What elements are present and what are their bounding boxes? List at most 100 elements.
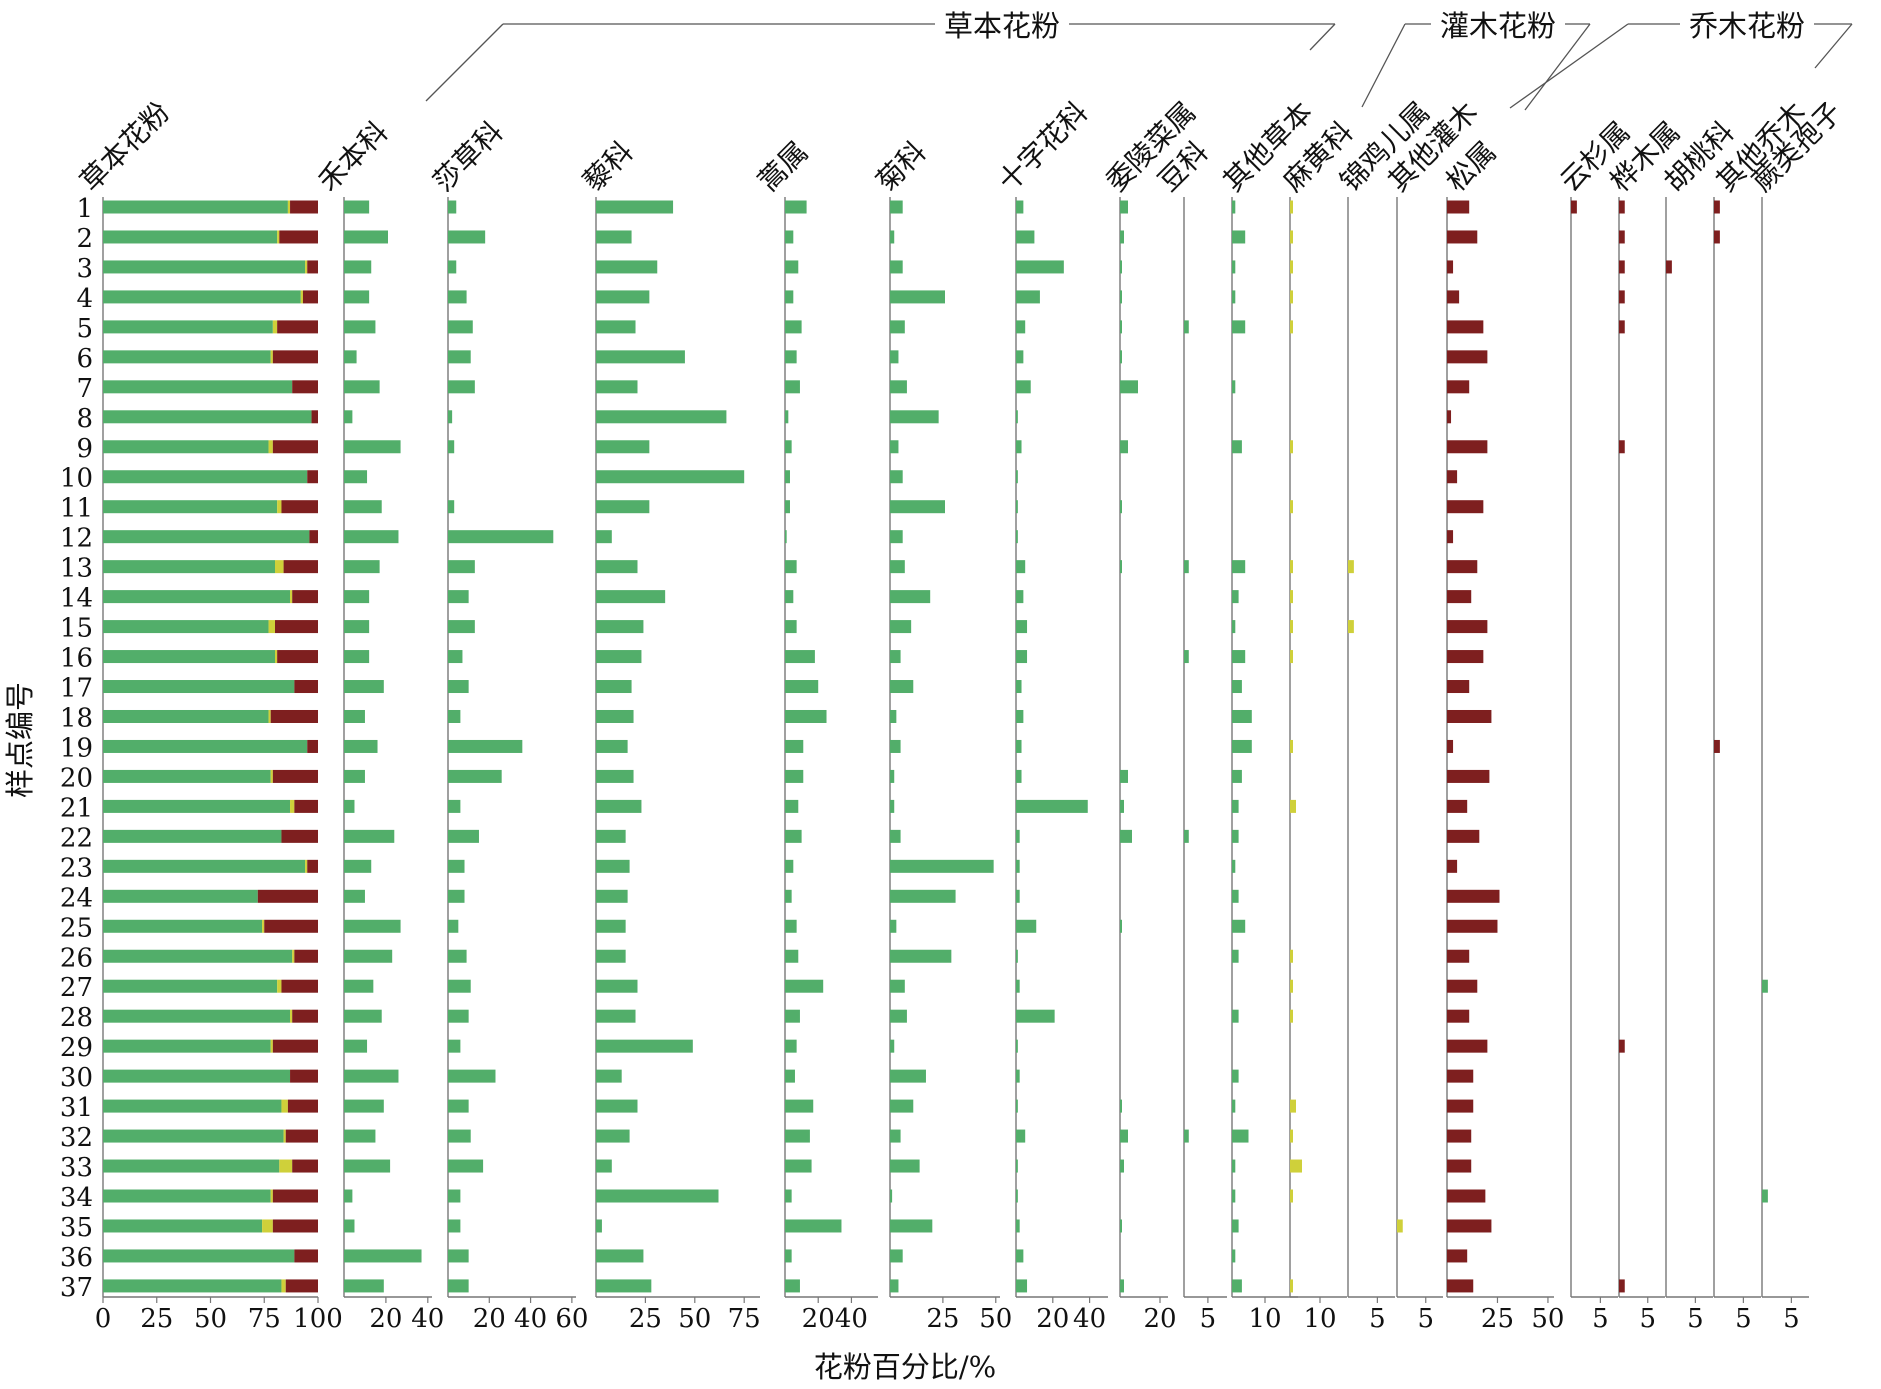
- bar-segment: [279, 1159, 293, 1173]
- sample-label: 25: [60, 913, 93, 943]
- bar: [890, 949, 952, 963]
- sample-label: 33: [60, 1153, 93, 1183]
- bar-segment: [103, 650, 275, 664]
- bar: [785, 1069, 795, 1083]
- bar: [448, 949, 467, 963]
- bar: [1016, 1069, 1020, 1083]
- bar: [448, 650, 463, 664]
- bar: [1120, 290, 1122, 304]
- bar-segment: [268, 620, 275, 634]
- bar: [596, 1069, 622, 1083]
- bar: [448, 1039, 461, 1053]
- bar: [1016, 1129, 1026, 1143]
- group-bracket-line: [1814, 23, 1853, 69]
- x-tick-label: 10: [1248, 1304, 1281, 1334]
- bar: [1447, 769, 1490, 783]
- panel: 5: [1665, 197, 1713, 1334]
- bar: [344, 799, 355, 813]
- bar: [1290, 949, 1293, 963]
- bar-segment: [307, 260, 318, 274]
- bar-segment: [307, 739, 318, 753]
- x-tick-label: 5: [1592, 1304, 1609, 1334]
- bar: [344, 1189, 353, 1203]
- bar: [448, 1159, 484, 1173]
- bar: [596, 979, 638, 993]
- panel: 10: [1231, 197, 1298, 1334]
- bar: [596, 260, 658, 274]
- bar: [448, 1009, 469, 1023]
- bar: [596, 1159, 612, 1173]
- bar: [1232, 1099, 1236, 1113]
- bar-segment: [272, 440, 318, 454]
- bar: [890, 859, 994, 873]
- bar-segment: [103, 1009, 291, 1023]
- bar: [448, 859, 465, 873]
- bar-segment: [285, 1279, 318, 1293]
- bar: [1232, 680, 1242, 694]
- bar: [596, 560, 638, 574]
- bar-segment: [103, 769, 271, 783]
- bar: [448, 200, 457, 214]
- bar-segment: [307, 859, 318, 873]
- panel: 5: [1761, 197, 1809, 1334]
- bar: [785, 829, 802, 843]
- bar: [448, 1279, 469, 1293]
- bar: [785, 680, 819, 694]
- bar: [1232, 320, 1246, 334]
- group-label-background: [1680, 4, 1814, 44]
- bar: [785, 919, 797, 933]
- bar: [1016, 230, 1035, 244]
- bar: [344, 1279, 384, 1293]
- bar: [785, 650, 815, 664]
- bar: [344, 470, 368, 484]
- bar: [448, 739, 523, 753]
- bar: [344, 680, 384, 694]
- bar-segment: [287, 1099, 318, 1113]
- bar: [344, 1249, 422, 1263]
- bar: [1016, 440, 1022, 454]
- axis-titles: 花粉百分比/% 样点编号: [3, 682, 996, 1384]
- bar: [1120, 500, 1122, 514]
- bar-segment: [290, 799, 295, 813]
- bar-segment: [309, 530, 318, 544]
- bar: [1232, 799, 1239, 813]
- bar: [344, 620, 370, 634]
- bar: [344, 919, 401, 933]
- x-axis-title: 花粉百分比/%: [814, 1350, 996, 1384]
- bar-segment: [281, 1279, 286, 1293]
- bar: [344, 979, 374, 993]
- bar: [1120, 1159, 1124, 1173]
- bar-segment: [262, 1219, 273, 1233]
- bar-segment: [103, 1099, 282, 1113]
- bar: [1016, 979, 1020, 993]
- bar: [344, 500, 382, 514]
- panel: 10: [1289, 197, 1347, 1334]
- bar: [1447, 260, 1454, 274]
- bar-segment: [290, 590, 293, 604]
- bar: [344, 290, 370, 304]
- sample-label: 24: [60, 883, 93, 913]
- bar-segment: [272, 769, 318, 783]
- bar-segment: [290, 200, 318, 214]
- bar-segment: [292, 1159, 318, 1173]
- bar-segment: [270, 1189, 273, 1203]
- bar-segment: [294, 1249, 318, 1263]
- panel: 20: [1119, 197, 1177, 1334]
- bar: [890, 1249, 903, 1263]
- sample-label: 37: [60, 1273, 93, 1303]
- group-label: 乔木花粉: [1689, 9, 1805, 43]
- panel: 5: [1396, 197, 1443, 1334]
- sample-label: 19: [60, 733, 93, 763]
- bar: [344, 1039, 368, 1053]
- bar: [1447, 1249, 1468, 1263]
- bar: [785, 739, 804, 753]
- bar: [1016, 769, 1022, 783]
- bar: [1120, 440, 1128, 454]
- bar: [1290, 979, 1293, 993]
- bar: [448, 350, 471, 364]
- bar: [785, 410, 789, 424]
- bar: [448, 979, 471, 993]
- bar: [1016, 1009, 1055, 1023]
- bar: [1619, 200, 1625, 214]
- bar: [1016, 200, 1024, 214]
